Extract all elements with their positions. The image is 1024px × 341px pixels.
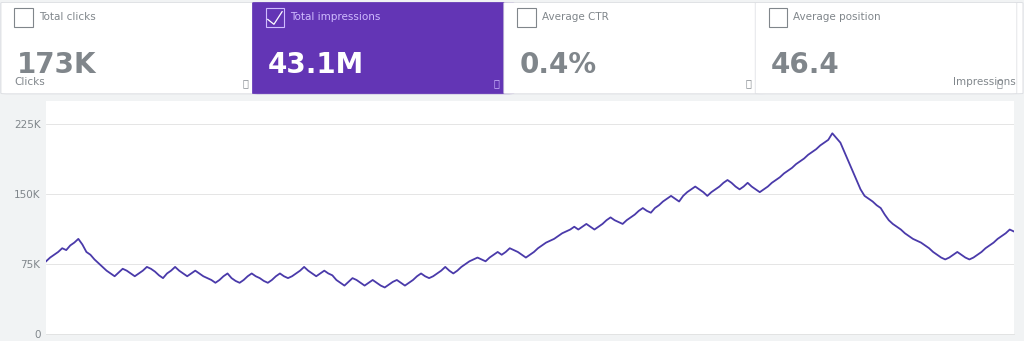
Text: ⓘ: ⓘ — [494, 78, 500, 89]
Bar — [14, 8, 33, 27]
Text: Total impressions: Total impressions — [291, 13, 381, 23]
FancyBboxPatch shape — [252, 2, 514, 94]
Bar — [768, 8, 786, 27]
Text: 46.4: 46.4 — [770, 51, 840, 79]
Text: Total clicks: Total clicks — [39, 13, 95, 23]
Text: Clicks: Clicks — [14, 77, 45, 87]
Text: ⓘ: ⓘ — [243, 78, 248, 89]
FancyBboxPatch shape — [1, 2, 1023, 94]
Bar — [266, 8, 285, 27]
FancyBboxPatch shape — [755, 2, 1017, 94]
FancyBboxPatch shape — [1, 2, 262, 94]
Text: ⓘ: ⓘ — [996, 78, 1002, 89]
Text: 0.4%: 0.4% — [519, 51, 596, 79]
Text: Average position: Average position — [793, 13, 881, 23]
Text: ⓘ: ⓘ — [745, 78, 751, 89]
Text: 173K: 173K — [16, 51, 96, 79]
FancyBboxPatch shape — [504, 2, 766, 94]
Text: 43.1M: 43.1M — [268, 51, 364, 79]
Bar — [517, 8, 536, 27]
Text: Average CTR: Average CTR — [542, 13, 608, 23]
Text: Impressions: Impressions — [953, 77, 1016, 87]
